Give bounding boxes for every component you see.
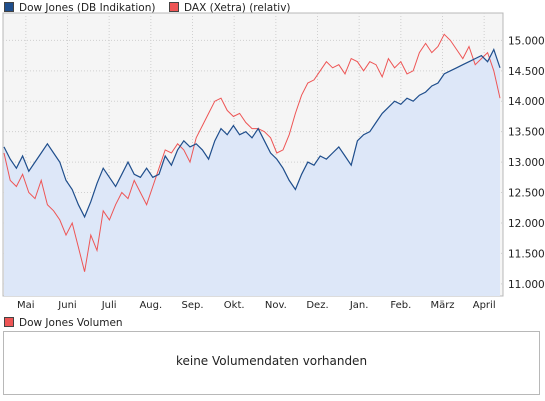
x-tick-label: Feb.: [390, 300, 411, 311]
legend-swatch-dow-jones: [4, 2, 14, 12]
y-tick-label: 14.000: [508, 96, 545, 108]
legend-item-dow-jones: Dow Jones (DB Indikation): [4, 1, 155, 15]
volume-empty-message: keine Volumendaten vorhanden: [175, 354, 368, 368]
x-tick-label: Okt.: [224, 300, 245, 311]
y-tick-label: 12.500: [508, 188, 545, 200]
y-tick-label: 12.000: [508, 218, 545, 230]
legend-item-dax: DAX (Xetra) (relativ): [169, 1, 291, 15]
legend-label-dax: DAX (Xetra) (relativ): [184, 2, 291, 14]
x-tick-label: Sep.: [181, 300, 203, 311]
legend-swatch-volume: [4, 317, 14, 327]
x-tick-label: April: [473, 300, 496, 311]
y-tick-label: 11.000: [508, 279, 545, 291]
x-tick-label: Dez.: [306, 300, 328, 311]
dow-jones-line: [3, 47, 501, 219]
x-tick-label: Aug.: [139, 300, 162, 311]
y-tick-label: 11.500: [508, 248, 545, 260]
legend-swatch-dax: [169, 2, 179, 12]
price-chart: 11.000 11.500 12.000 12.500 13.000 13.500 14.0…: [2, 12, 545, 311]
dow-jones-area: [4, 49, 500, 296]
legend-item-volume: Dow Jones Volumen: [4, 316, 123, 330]
legend-label-volume: Dow Jones Volumen: [19, 317, 123, 329]
y-tick-label: 14.500: [508, 66, 545, 78]
y-tick-label: 13.500: [508, 127, 545, 139]
y-tick-label: 13.000: [508, 157, 545, 169]
x-tick-label: Juni: [57, 300, 76, 311]
x-tick-label: Juli: [101, 300, 117, 311]
legend-label-dow-jones: Dow Jones (DB Indikation): [19, 2, 156, 14]
dax-line: [3, 33, 501, 272]
volume-panel: keine Volumendaten vorhanden: [3, 331, 540, 395]
x-tick-label: Jan.: [349, 300, 369, 311]
x-tick-label: März: [430, 300, 454, 311]
x-tick-label: Mai: [17, 300, 35, 311]
y-tick-label: 15.000: [508, 35, 545, 47]
x-tick-label: Nov.: [265, 300, 287, 311]
